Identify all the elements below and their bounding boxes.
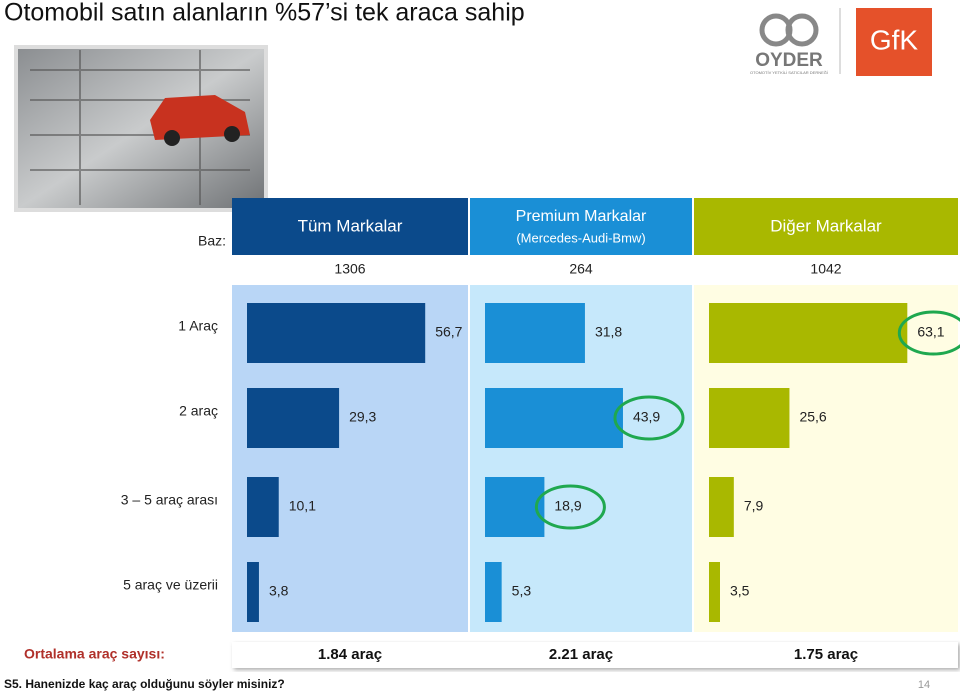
base-value: 1042 — [810, 261, 841, 277]
logo-text: OYDER — [755, 50, 823, 71]
base-value: 264 — [569, 261, 593, 277]
bar — [485, 477, 545, 537]
logo-subtext: OTOMOTİV YETKİLİ SATICILAR DERNEĞİ — [750, 70, 828, 75]
value-label: 3,5 — [730, 583, 750, 599]
bar — [709, 303, 908, 363]
value-label: 3,8 — [269, 583, 289, 599]
average-value: 2.21 araç — [549, 646, 613, 663]
column-title: Tüm Markalar — [298, 216, 403, 235]
column-title: Diğer Markalar — [770, 216, 882, 235]
average-title: Ortalama araç sayısı: — [24, 646, 165, 662]
logo-text: GfK — [870, 24, 919, 55]
average-strip — [232, 642, 958, 668]
value-label: 63,1 — [917, 324, 944, 340]
value-label: 5,3 — [512, 583, 532, 599]
photo — [14, 45, 268, 212]
value-label: 10,1 — [289, 498, 316, 514]
value-label: 31,8 — [595, 324, 622, 340]
category-label: 1 Araç — [178, 318, 218, 334]
column-header — [232, 198, 468, 255]
gfk-logo: GfK — [856, 8, 932, 76]
bar — [247, 477, 279, 537]
base-value: 1306 — [334, 261, 365, 277]
value-label: 56,7 — [435, 324, 462, 340]
value-label: 7,9 — [744, 498, 764, 514]
bar — [485, 562, 502, 622]
category-label: 5 araç ve üzerii — [123, 577, 218, 593]
value-label: 25,6 — [799, 409, 826, 425]
bar — [247, 388, 340, 448]
bar — [709, 477, 734, 537]
bar — [709, 388, 790, 448]
column-header — [470, 198, 692, 255]
bar — [247, 303, 426, 363]
value-label: 18,9 — [554, 498, 581, 514]
highlight-circle — [897, 310, 960, 356]
footnote: S5. Hanenizde kaç araç olduğunu söyler m… — [4, 677, 285, 691]
bar — [709, 562, 720, 622]
value-label: 29,3 — [349, 409, 376, 425]
chart: Baz: Tüm Markalar 1306 56,7 29,3 10,1 3,8 1.84 … — [24, 198, 960, 668]
category-label: 2 araç — [179, 403, 218, 419]
column-subtitle: (Mercedes-Audi-Bmw) — [516, 230, 645, 245]
column-title: Premium Markalar — [516, 208, 647, 225]
value-label: 43,9 — [633, 409, 660, 425]
base-label: Baz: — [198, 233, 226, 249]
page-number: 14 — [918, 679, 930, 691]
column-header — [694, 198, 958, 255]
category-label: 3 – 5 araç arası — [121, 492, 218, 508]
bar — [485, 303, 585, 363]
slide-title: Otomobil satın alanların %57’si tek arac… — [4, 0, 525, 27]
highlight-circle — [534, 484, 606, 530]
oyder-logo: OYDER OTOMOTİV YETKİLİ SATICILAR DERNEĞİ — [750, 13, 828, 75]
bar — [485, 388, 623, 448]
bar — [247, 562, 259, 622]
highlight-circle — [613, 395, 685, 441]
average-value: 1.84 araç — [318, 646, 382, 663]
average-value: 1.75 araç — [794, 646, 858, 663]
